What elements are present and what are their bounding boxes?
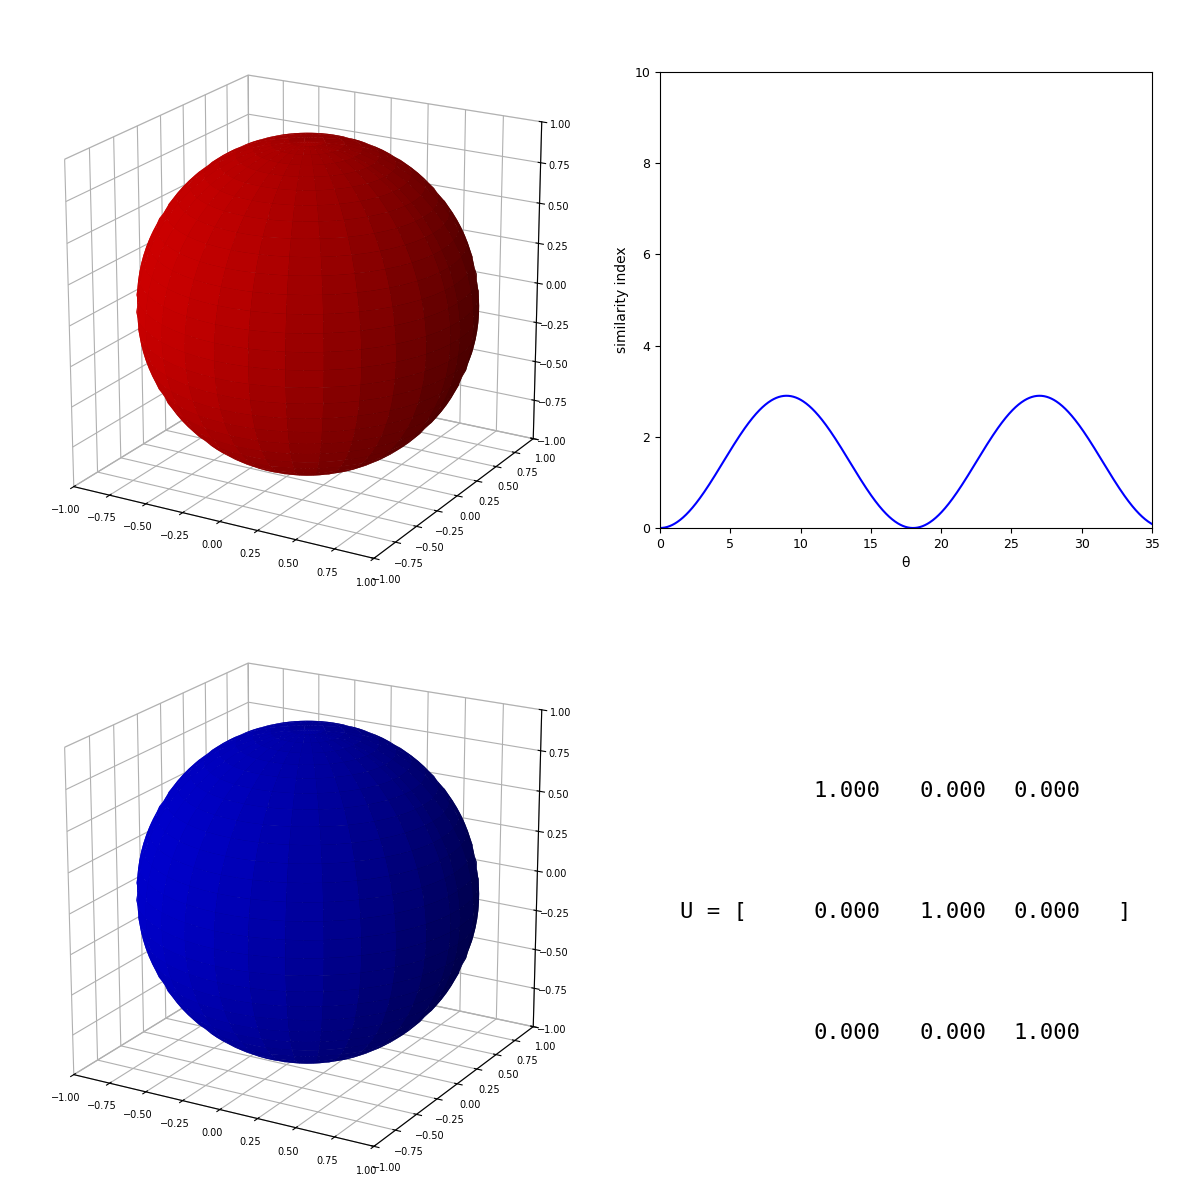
Text: 0.000: 0.000	[919, 1024, 986, 1044]
Text: 0.000: 0.000	[1014, 780, 1080, 800]
Text: 0.000: 0.000	[1014, 902, 1080, 922]
X-axis label: θ: θ	[901, 557, 911, 570]
Text: 1.000: 1.000	[1014, 1024, 1080, 1044]
Text: 1.000: 1.000	[814, 780, 881, 800]
Text: ]: ]	[1117, 902, 1130, 922]
Text: 0.000: 0.000	[814, 1024, 881, 1044]
Text: 0.000: 0.000	[919, 780, 986, 800]
Text: 1.000: 1.000	[919, 902, 986, 922]
Text: U = [: U = [	[680, 902, 746, 922]
Text: 0.000: 0.000	[814, 902, 881, 922]
Y-axis label: similarity index: similarity index	[614, 247, 629, 353]
